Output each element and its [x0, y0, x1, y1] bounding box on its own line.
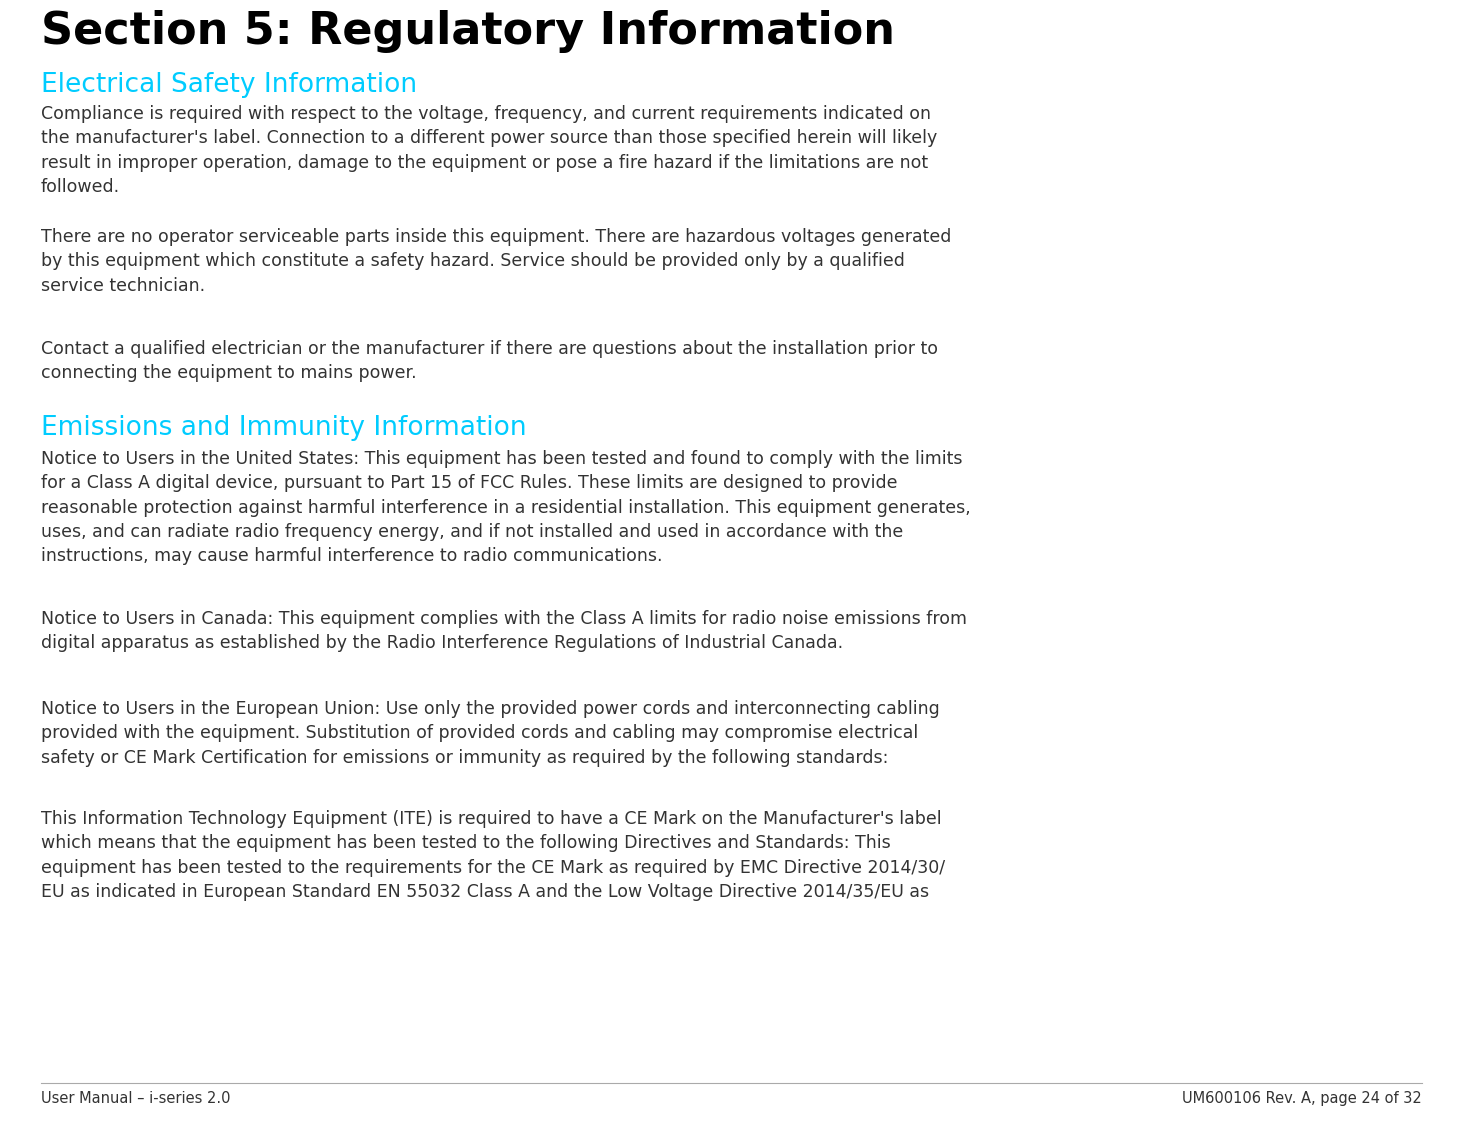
Text: Emissions and Immunity Information: Emissions and Immunity Information: [41, 415, 527, 441]
Text: User Manual – i-series 2.0: User Manual – i-series 2.0: [41, 1091, 231, 1106]
Text: Section 5: Regulatory Information: Section 5: Regulatory Information: [41, 10, 895, 53]
Text: Notice to Users in Canada: This equipment complies with the Class A limits for r: Notice to Users in Canada: This equipmen…: [41, 610, 967, 653]
Text: This Information Technology Equipment (ITE) is required to have a CE Mark on the: This Information Technology Equipment (I…: [41, 810, 945, 900]
Text: There are no operator serviceable parts inside this equipment. There are hazardo: There are no operator serviceable parts …: [41, 228, 951, 294]
Text: Compliance is required with respect to the voltage, frequency, and current requi: Compliance is required with respect to t…: [41, 105, 938, 196]
Text: Notice to Users in the United States: This equipment has been tested and found t: Notice to Users in the United States: Th…: [41, 450, 971, 566]
Text: Electrical Safety Information: Electrical Safety Information: [41, 72, 417, 98]
Text: Contact a qualified electrician or the manufacturer if there are questions about: Contact a qualified electrician or the m…: [41, 340, 938, 382]
Text: Notice to Users in the European Union: Use only the provided power cords and int: Notice to Users in the European Union: U…: [41, 700, 939, 766]
Text: UM600106 Rev. A, page 24 of 32: UM600106 Rev. A, page 24 of 32: [1182, 1091, 1422, 1106]
